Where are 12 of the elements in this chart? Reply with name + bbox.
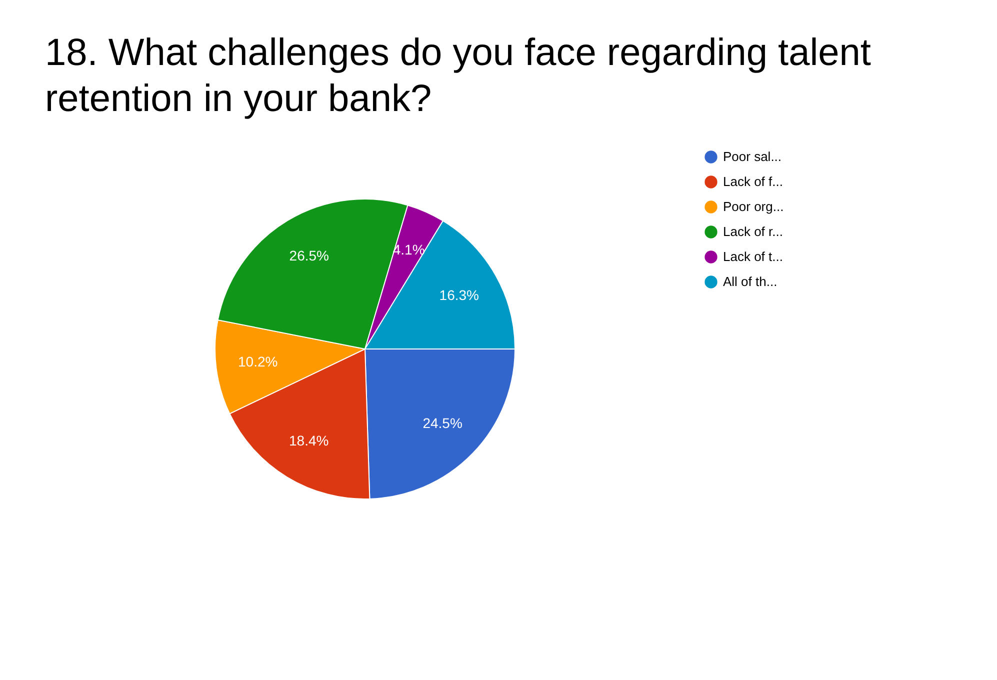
legend-label: Lack of t... bbox=[723, 249, 783, 264]
data-label: 26.5% bbox=[289, 248, 329, 264]
legend-label: All of th... bbox=[723, 274, 778, 289]
legend-label: Poor sal... bbox=[723, 149, 782, 164]
data-label: 18.4% bbox=[289, 432, 329, 448]
data-label: 10.2% bbox=[238, 354, 278, 370]
legend-label: Lack of r... bbox=[723, 224, 783, 239]
data-label: 16.3% bbox=[439, 287, 479, 304]
legend-label: Poor org... bbox=[723, 199, 784, 214]
legend-label: Lack of f... bbox=[723, 174, 783, 189]
data-label: 24.5% bbox=[422, 415, 462, 432]
chart-title: 18. What challenges do you face regarding talent retention in your bank? bbox=[45, 32, 872, 120]
